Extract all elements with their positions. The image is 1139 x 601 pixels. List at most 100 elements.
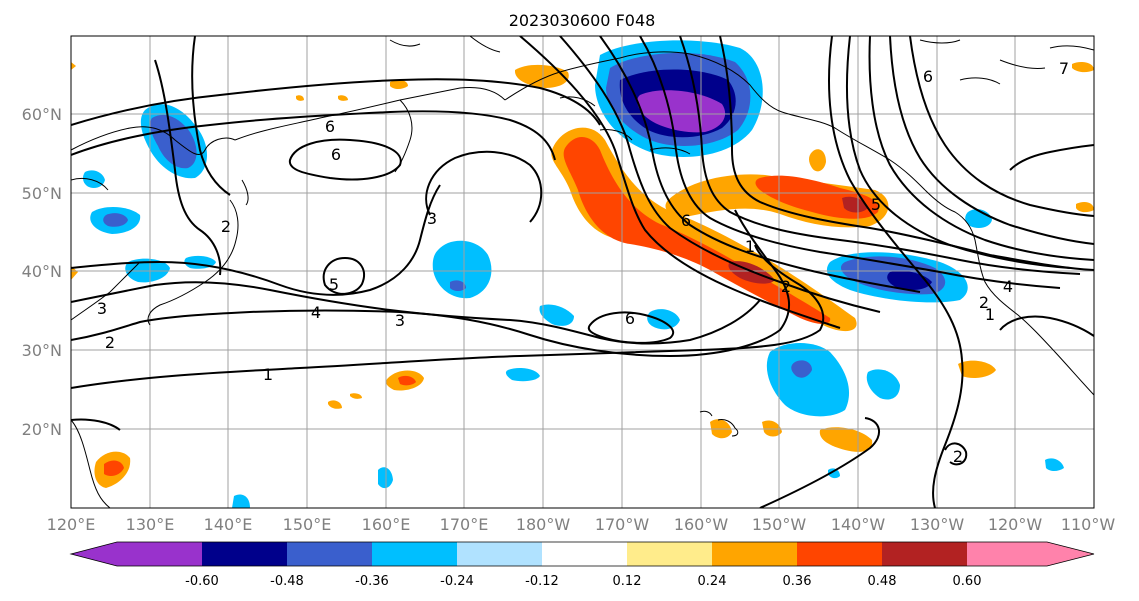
pos-anomaly-small-6 bbox=[338, 95, 348, 101]
contour-line-14 bbox=[639, 36, 1061, 289]
colorbar-extend-high bbox=[1047, 542, 1094, 566]
colorbar-bin bbox=[287, 542, 372, 566]
contour-line-17 bbox=[846, 36, 1071, 269]
colorbar-extend-low bbox=[71, 542, 117, 566]
graticule bbox=[71, 36, 1094, 508]
colorbar-tick-label: -0.60 bbox=[185, 574, 219, 589]
colorbar-bin bbox=[882, 542, 967, 566]
contour-label: 4 bbox=[1003, 277, 1013, 296]
neg-anomaly-small-4 bbox=[1045, 458, 1064, 471]
contour-line-25 bbox=[999, 315, 1094, 337]
colorbar-outline bbox=[69, 541, 1095, 567]
latitude-labels: 60°N 50°N 40°N 30°N 20°N bbox=[22, 105, 62, 439]
contour-line-20 bbox=[909, 36, 1094, 217]
lon-label: 170°E bbox=[440, 515, 489, 534]
pos-anomaly-small-8 bbox=[71, 62, 76, 70]
colorbar-bin bbox=[627, 542, 712, 566]
neg-anomaly-subtropics-east-core bbox=[791, 360, 812, 378]
colorbar-tick-label: -0.24 bbox=[440, 574, 474, 589]
shaded-field bbox=[71, 40, 1094, 508]
lat-label: 40°N bbox=[22, 262, 62, 281]
colorbar-tick-label: -0.12 bbox=[525, 574, 559, 589]
coastline-north-america bbox=[919, 39, 1094, 396]
pos-anomaly-small-5 bbox=[350, 393, 362, 399]
coastline-east-asia bbox=[71, 126, 236, 508]
colorbar-tick-label: 0.48 bbox=[868, 574, 897, 589]
contour-line-1 bbox=[71, 244, 825, 389]
contour-label: 2 bbox=[105, 333, 115, 352]
pos-anomaly-small-2 bbox=[1072, 62, 1094, 73]
contour-line-5 bbox=[322, 256, 365, 295]
pos-anomaly-subtropics-5 bbox=[762, 420, 782, 437]
lon-label: 150°W bbox=[752, 515, 807, 534]
lon-label: 140°E bbox=[204, 515, 253, 534]
pos-anomaly-small-1 bbox=[390, 79, 408, 89]
lon-label: 130°E bbox=[126, 515, 175, 534]
lon-label: 180°W bbox=[516, 515, 571, 534]
longitude-labels: 120°E 130°E 140°E 150°E 160°E 170°E 180°… bbox=[47, 515, 1116, 534]
neg-anomaly-north-hawaii bbox=[647, 309, 680, 330]
contour-line-12 bbox=[559, 36, 881, 313]
pos-anomaly-small-3 bbox=[1076, 202, 1094, 213]
neg-anomaly-hawaii-east bbox=[866, 369, 900, 400]
pos-anomaly-small-9 bbox=[71, 266, 78, 280]
colorbar-tick-label: -0.36 bbox=[355, 574, 389, 589]
neg-anomaly-subtropics-east bbox=[766, 343, 850, 417]
contour-label: 3 bbox=[395, 311, 405, 330]
lon-label: 130°W bbox=[910, 515, 965, 534]
contour-label: 5 bbox=[329, 275, 339, 294]
contour-label: 6 bbox=[681, 211, 691, 230]
contour-line-16 bbox=[719, 36, 1094, 271]
contour-line-4 bbox=[71, 184, 441, 296]
pos-anomaly-small-7 bbox=[296, 95, 304, 101]
neg-anomaly-small-1 bbox=[505, 368, 540, 382]
lon-label: 110°W bbox=[1061, 515, 1116, 534]
colorbar-tick-label: 0.36 bbox=[783, 574, 812, 589]
contour-line-13 bbox=[599, 36, 921, 293]
contour-label: 1 bbox=[263, 365, 273, 384]
contour-labels: 6 6 3 2 3 2 4 3 5 1 6 6 1 2 5 1 2 4 6 2 … bbox=[97, 59, 1069, 466]
colorbar: -0.60 -0.48 -0.36 -0.24 -0.12 0.12 0.24 … bbox=[69, 541, 1095, 589]
pos-anomaly-upper-band-max bbox=[842, 196, 868, 213]
contour-label: 7 bbox=[1059, 59, 1069, 78]
colorbar-bin bbox=[967, 542, 1047, 566]
pos-anomaly-subtropics-3 bbox=[958, 360, 996, 378]
pos-anomaly-main-band-core bbox=[563, 136, 831, 324]
contour-line-3 bbox=[71, 281, 761, 345]
pos-anomaly-subtropics-1-core bbox=[398, 375, 416, 386]
contour-line-15 bbox=[679, 36, 1081, 275]
lat-label: 50°N bbox=[22, 184, 62, 203]
neg-anomaly-gulf-alaska-max bbox=[637, 90, 726, 133]
coastline-alaska bbox=[559, 51, 926, 191]
contour-line-28 bbox=[191, 36, 231, 196]
contour-label: 6 bbox=[325, 117, 335, 136]
contour-line-9 bbox=[288, 138, 402, 181]
lon-label: 120°W bbox=[988, 515, 1043, 534]
contour-line-27 bbox=[154, 59, 222, 276]
contour-label: 2 bbox=[221, 217, 231, 236]
lat-label: 60°N bbox=[22, 105, 62, 124]
colorbar-bin bbox=[457, 542, 542, 566]
colorbar-tick-label: 0.24 bbox=[698, 574, 727, 589]
contour-line-18 bbox=[868, 36, 1094, 261]
contour-label: 2 bbox=[953, 447, 963, 466]
colorbar-tick-label: 0.12 bbox=[613, 574, 642, 589]
neg-anomaly-central-pacific bbox=[432, 240, 492, 299]
lon-label: 120°E bbox=[47, 515, 96, 534]
contour-label: 1 bbox=[985, 305, 995, 324]
neg-anomaly-japan-north-core bbox=[103, 213, 128, 227]
lon-label: 140°W bbox=[831, 515, 886, 534]
pos-anomaly-philippines-core bbox=[104, 460, 124, 476]
contour-line-19 bbox=[889, 36, 1094, 245]
coastline-hawaii bbox=[699, 410, 739, 437]
colorbar-bin bbox=[797, 542, 882, 566]
contour-line-21 bbox=[828, 36, 964, 508]
contour-lines bbox=[71, 36, 1094, 508]
colorbar-tick-label: 0.60 bbox=[953, 574, 982, 589]
lon-label: 170°W bbox=[595, 515, 650, 534]
colorbar-bin bbox=[712, 542, 797, 566]
map-plot-area: 6 6 3 2 3 2 4 3 5 1 6 6 1 2 5 1 2 4 6 2 … bbox=[71, 36, 1094, 508]
colorbar-bin bbox=[202, 542, 287, 566]
pos-anomaly-subtropics-2 bbox=[819, 427, 873, 452]
